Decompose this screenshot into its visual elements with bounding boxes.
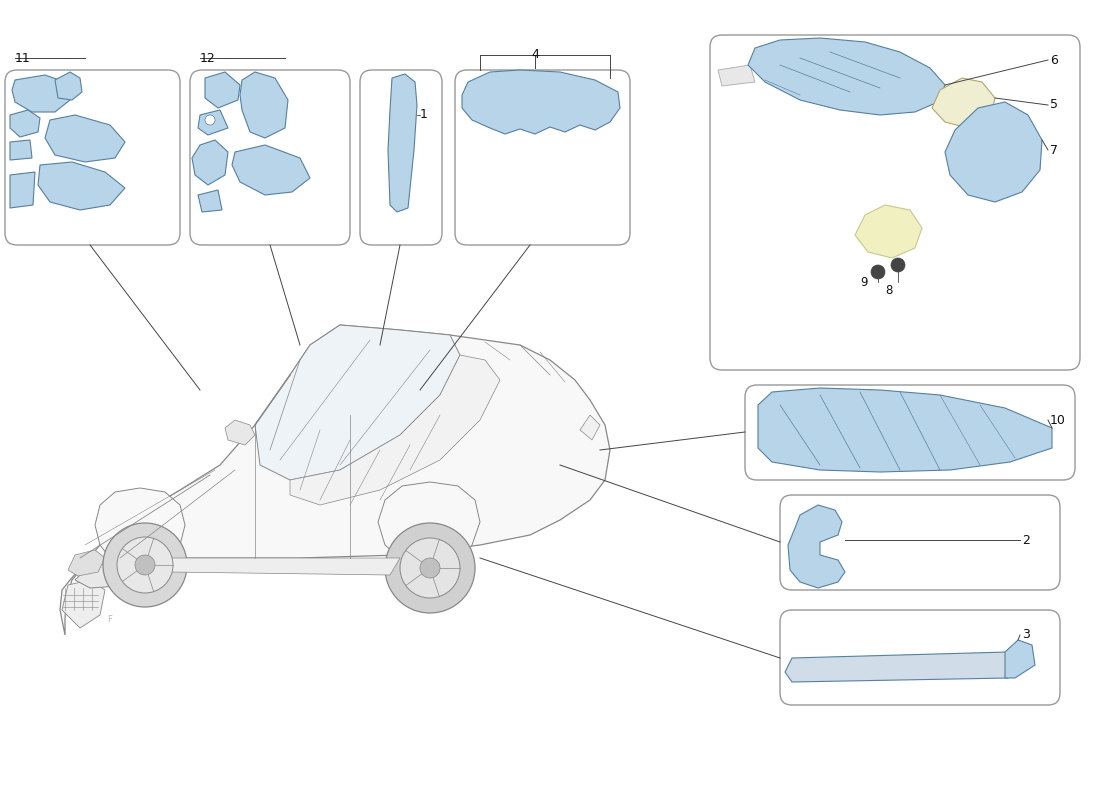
FancyBboxPatch shape <box>745 385 1075 480</box>
Text: 2: 2 <box>1022 534 1030 546</box>
Polygon shape <box>68 550 104 576</box>
Polygon shape <box>39 162 125 210</box>
Text: 4: 4 <box>531 49 539 62</box>
Text: 3: 3 <box>1022 629 1030 642</box>
Polygon shape <box>62 580 104 628</box>
Polygon shape <box>192 140 228 185</box>
Polygon shape <box>60 325 610 635</box>
Text: 1: 1 <box>420 109 428 122</box>
Polygon shape <box>95 488 185 558</box>
Circle shape <box>117 537 173 593</box>
Polygon shape <box>388 74 417 212</box>
Polygon shape <box>290 355 500 505</box>
Text: 9: 9 <box>860 275 868 289</box>
FancyBboxPatch shape <box>455 70 630 245</box>
Text: 11: 11 <box>15 51 31 65</box>
Polygon shape <box>45 115 125 162</box>
Circle shape <box>400 538 460 598</box>
Polygon shape <box>932 78 996 128</box>
Polygon shape <box>945 102 1042 202</box>
Polygon shape <box>718 65 755 86</box>
Text: 6: 6 <box>1050 54 1058 66</box>
Text: 7: 7 <box>1050 143 1058 157</box>
Polygon shape <box>1005 640 1035 678</box>
Polygon shape <box>198 110 228 135</box>
FancyBboxPatch shape <box>780 495 1060 590</box>
Text: 5: 5 <box>1050 98 1058 111</box>
Polygon shape <box>10 110 40 137</box>
Polygon shape <box>205 72 240 108</box>
FancyBboxPatch shape <box>710 35 1080 370</box>
Polygon shape <box>75 562 140 588</box>
Polygon shape <box>198 190 222 212</box>
Text: 12: 12 <box>200 51 216 65</box>
Polygon shape <box>240 72 288 138</box>
FancyBboxPatch shape <box>6 70 180 245</box>
Polygon shape <box>788 505 845 588</box>
Polygon shape <box>170 558 400 575</box>
Circle shape <box>135 555 155 575</box>
Circle shape <box>205 115 214 125</box>
Polygon shape <box>785 652 1015 682</box>
Polygon shape <box>378 482 480 558</box>
Polygon shape <box>748 38 945 115</box>
Polygon shape <box>855 205 922 258</box>
Polygon shape <box>12 75 70 112</box>
Polygon shape <box>462 70 620 134</box>
FancyBboxPatch shape <box>190 70 350 245</box>
Text: F: F <box>108 615 112 625</box>
Text: a passion
for parts
since: a passion for parts since <box>287 394 414 506</box>
Polygon shape <box>758 388 1052 472</box>
FancyBboxPatch shape <box>360 70 442 245</box>
Text: 8: 8 <box>886 283 892 297</box>
Polygon shape <box>255 325 460 480</box>
Polygon shape <box>10 140 32 160</box>
Polygon shape <box>580 415 600 440</box>
Polygon shape <box>10 172 35 208</box>
Text: 10: 10 <box>1050 414 1066 426</box>
Polygon shape <box>232 145 310 195</box>
Polygon shape <box>55 72 82 100</box>
Circle shape <box>871 265 886 279</box>
Circle shape <box>891 258 905 272</box>
Polygon shape <box>226 420 255 445</box>
Circle shape <box>385 523 475 613</box>
Circle shape <box>420 558 440 578</box>
Circle shape <box>103 523 187 607</box>
FancyBboxPatch shape <box>780 610 1060 705</box>
